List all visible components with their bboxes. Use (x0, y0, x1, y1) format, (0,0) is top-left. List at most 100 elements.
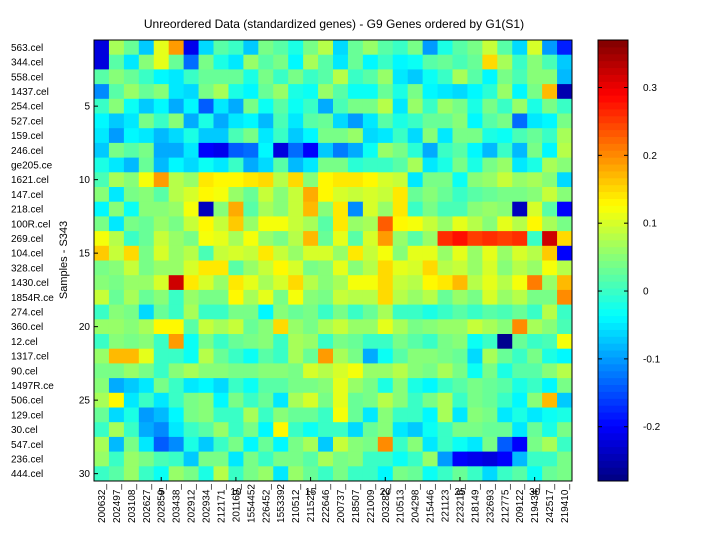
heatmap-cell (258, 69, 274, 85)
colorbar-segment (598, 370, 628, 379)
heatmap-cell (557, 84, 573, 100)
heatmap-cell (557, 289, 573, 306)
heatmap-cell (318, 142, 334, 159)
heatmap-cell (318, 245, 334, 261)
heatmap-cell (467, 422, 483, 438)
heatmap-cell (542, 128, 558, 144)
heatmap-cell (123, 275, 140, 291)
heatmap-cell (512, 113, 528, 129)
heatmap-cell (303, 363, 319, 379)
heatmap-cell (452, 245, 468, 261)
colorbar-segment (598, 350, 628, 358)
heatmap-cell (198, 466, 214, 482)
colorbar-segment (598, 281, 628, 289)
heatmap-cell (512, 422, 528, 438)
heatmap-cell (542, 98, 558, 114)
heatmap-cell (318, 392, 334, 408)
heatmap-cell (362, 289, 379, 306)
colorbar-segment (598, 453, 628, 461)
heatmap-cell (228, 363, 244, 379)
heatmap-cell (243, 363, 259, 379)
heatmap-cell (108, 142, 125, 159)
heatmap-cell (288, 69, 304, 85)
heatmap-cell (527, 304, 543, 320)
heatmap-cell (303, 172, 319, 188)
column-label: 202934_ (202, 484, 213, 523)
heatmap-cell (168, 113, 185, 129)
heatmap-cell (183, 231, 200, 247)
heatmap-cell (527, 245, 543, 261)
heatmap-cell (303, 436, 319, 453)
heatmap-cell (94, 245, 110, 261)
heatmap-cell (452, 113, 468, 129)
heatmap-cell (153, 436, 170, 453)
heatmap-cell (452, 466, 468, 482)
heatmap-cell (318, 98, 334, 114)
heatmap-cell (198, 363, 214, 379)
colorbar-ticks: -0.2 -0.1 0 0.1 0.2 0.3 (598, 83, 661, 433)
heatmap-cell (303, 334, 319, 350)
heatmap-cell (288, 216, 304, 232)
row-label: 1317.cel (11, 352, 49, 363)
heatmap-cell (108, 466, 125, 482)
heatmap-cell (467, 142, 483, 159)
heatmap-cell (138, 40, 155, 56)
heatmap-cell (258, 40, 274, 56)
heatmap-cell (123, 98, 140, 114)
row-label: 274.cel (11, 307, 43, 318)
colorbar-segment (598, 219, 628, 227)
heatmap-cell (183, 128, 200, 144)
chart-title: Unreordered Data (standardized genes) - … (144, 17, 524, 31)
heatmap-cell (183, 451, 200, 467)
heatmap-cell (94, 84, 110, 100)
heatmap-cell (347, 275, 364, 291)
heatmap-cell (228, 187, 244, 203)
heatmap-cell (392, 69, 409, 85)
heatmap-cell (108, 348, 125, 364)
heatmap-cell (497, 216, 513, 232)
heatmap-cell (467, 245, 483, 261)
column-label: 218149_ (470, 484, 481, 523)
heatmap-cell (407, 289, 424, 306)
heatmap-cell (557, 319, 573, 335)
heatmap-cell (153, 54, 170, 70)
heatmap-cell (273, 348, 289, 364)
heatmap-cell (273, 216, 289, 232)
heatmap-cell (123, 128, 140, 144)
heatmap-cell (228, 319, 244, 335)
heatmap-cell (377, 451, 394, 467)
heatmap-cell (153, 172, 170, 188)
heatmap-cell (94, 54, 110, 70)
heatmap-cell (228, 157, 244, 173)
heatmap-cell (94, 319, 110, 335)
heatmap-cell (108, 98, 125, 114)
heatmap-cell (318, 466, 334, 482)
heatmap-cell (108, 392, 125, 408)
heatmap-cell (512, 466, 528, 482)
heatmap-cell (108, 187, 125, 203)
column-label: 221123_ (441, 484, 452, 523)
heatmap-cell (333, 275, 349, 291)
colorbar-segment (598, 398, 628, 406)
heatmap-cell (258, 363, 274, 379)
heatmap-cell (333, 157, 349, 173)
heatmap-cell (482, 98, 498, 114)
colorbar-segment (598, 143, 628, 151)
column-label: 202497_ (112, 484, 123, 523)
heatmap-cell (138, 363, 155, 379)
colorbar-segment (598, 136, 628, 144)
row-label: 246.cel (11, 146, 43, 157)
heatmap-cell (497, 319, 513, 335)
heatmap-cell (123, 40, 140, 56)
heatmap-cell (168, 451, 185, 467)
heatmap-cell (213, 451, 229, 467)
heatmap-cell (362, 363, 379, 379)
heatmap-cell (347, 172, 364, 188)
heatmap-cell (228, 69, 244, 85)
colorbar-segment (598, 122, 628, 131)
heatmap-cell (392, 304, 409, 320)
row-label: 344.cel (11, 58, 43, 69)
colorbar-segment (598, 198, 628, 206)
heatmap-cell (422, 142, 439, 159)
colorbar-segment (598, 460, 628, 468)
